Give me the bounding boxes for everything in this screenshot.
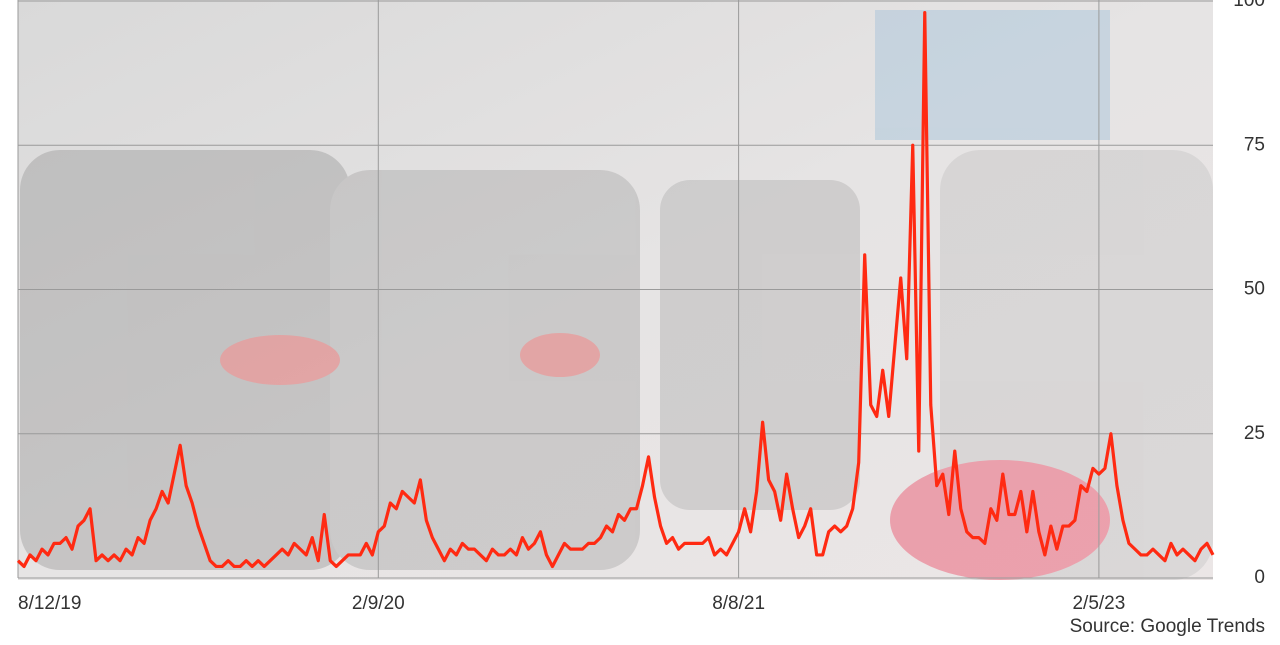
x-tick-label: 8/8/21 — [712, 593, 765, 614]
y-tick-label: 50 — [1244, 279, 1265, 300]
y-tick-label: 25 — [1244, 423, 1265, 444]
x-tick-label: 8/12/19 — [18, 593, 81, 614]
source: Source: Google Trends — [1070, 616, 1265, 637]
data-line — [16, 10, 1215, 569]
y-tick-label: 0 — [1254, 567, 1265, 588]
y-tick-label: 100 — [1233, 0, 1265, 11]
x-tick-label: 2/5/23 — [1072, 593, 1125, 614]
x-tick-label: 2/9/20 — [352, 593, 405, 614]
photo-shapes — [20, 10, 1213, 580]
y-tick-label: 75 — [1244, 134, 1265, 155]
